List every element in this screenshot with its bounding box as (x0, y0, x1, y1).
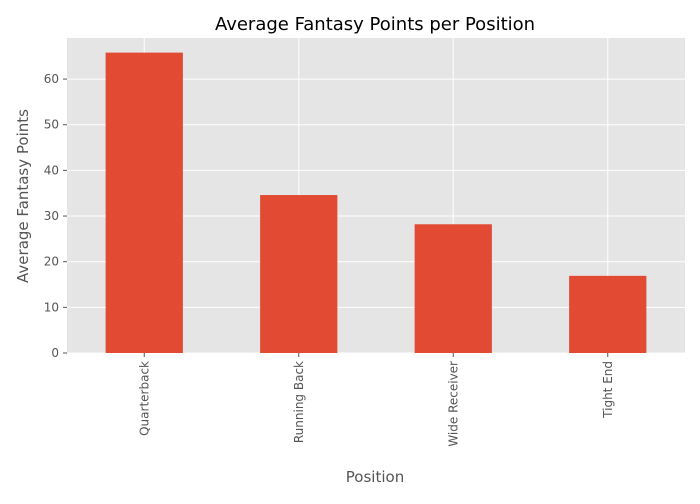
y-tick-label: 0 (51, 346, 59, 360)
x-tick-label: Quarterback (137, 361, 151, 436)
y-tick-label: 20 (44, 255, 59, 269)
y-tick-label: 40 (44, 163, 59, 177)
y-tick-label: 50 (44, 118, 59, 132)
y-axis-label: Average Fantasy Points (14, 109, 32, 283)
x-axis-ticks: Quarterback Running Back Wide Receiver Tigh… (137, 353, 615, 447)
y-tick-label: 60 (44, 72, 59, 86)
y-tick-label: 30 (44, 209, 59, 223)
y-tick-label: 10 (44, 300, 59, 314)
x-axis-label: Position (346, 468, 404, 486)
bar-wide-receiver (414, 224, 492, 353)
x-tick-label: Wide Receiver (446, 361, 460, 447)
x-tick-label: Running Back (292, 361, 306, 443)
bar-running-back (260, 195, 338, 353)
bar-tight-end (569, 275, 647, 353)
bar-quarterback (105, 52, 183, 353)
bars (105, 52, 647, 353)
chart-title: Average Fantasy Points per Position (215, 14, 535, 35)
y-axis-ticks: 0 10 20 30 40 50 60 (44, 72, 67, 360)
x-tick-label: Tight End (601, 361, 615, 419)
